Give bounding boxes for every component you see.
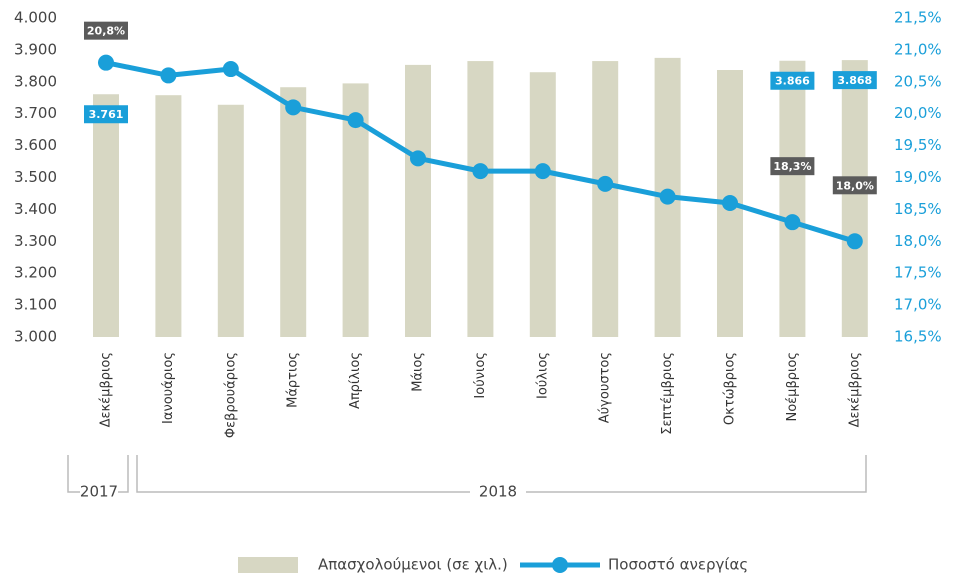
line-value-label-bg <box>770 157 815 176</box>
y2-tick-label: 21,5% <box>894 9 942 27</box>
y-tick-label: 4.000 <box>14 9 57 27</box>
point <box>160 67 177 84</box>
y-tick-label: 3.800 <box>14 72 57 90</box>
bar-value-label-bg <box>770 71 815 90</box>
y2-tick-label: 20,0% <box>894 104 942 122</box>
bar <box>467 61 494 337</box>
line-value-label-bg <box>84 21 128 40</box>
x-tick-label: Αύγουστος <box>598 352 613 423</box>
point <box>222 61 239 78</box>
bar <box>529 72 556 337</box>
year-label: 2018 <box>479 483 517 501</box>
point <box>597 175 614 192</box>
y2-tick-label: 20,5% <box>894 72 942 90</box>
line-value-label: 18,3% <box>773 160 811 173</box>
point <box>659 188 676 205</box>
bar-value-label-bg <box>832 71 877 90</box>
y-tick-label: 3.600 <box>14 136 57 154</box>
legend-label: Απασχολούμενοι (σε χιλ.) <box>318 556 508 574</box>
x-tick-label: Σεπτέμβριος <box>660 352 675 435</box>
y2-tick-label: 19,5% <box>894 136 942 154</box>
y-tick-label: 3.700 <box>14 104 57 122</box>
bar <box>779 60 806 337</box>
bar-value-label: 3.868 <box>837 74 872 87</box>
y2-tick-label: 21,0% <box>894 40 942 58</box>
point <box>846 233 863 250</box>
point <box>347 112 364 129</box>
legend-swatch <box>552 557 568 573</box>
x-tick-label: Φεβρουάριος <box>223 352 238 438</box>
bar <box>93 94 119 337</box>
x-tick-label: Ιούνιος <box>473 352 488 399</box>
point <box>534 163 551 180</box>
year-bracket <box>136 455 867 493</box>
x-tick-label: Νοέμβριος <box>785 352 800 422</box>
y2-tick-label: 17,0% <box>894 296 942 314</box>
point <box>285 99 302 116</box>
y-tick-label: 3.000 <box>14 328 57 346</box>
point <box>410 150 426 167</box>
line-value-label-bg <box>832 176 877 195</box>
line-value-label: 20,8% <box>87 25 125 38</box>
bar <box>280 87 307 338</box>
y2-tick-label: 18,0% <box>894 232 942 250</box>
point <box>98 54 114 71</box>
y2-tick-label: 16,5% <box>894 328 942 346</box>
x-tick-label: Μάρτιος <box>286 352 301 408</box>
bar-value-label: 3.761 <box>89 108 124 121</box>
legend-swatch <box>238 557 298 573</box>
year-label: 2017 <box>80 483 118 501</box>
bar <box>155 95 182 337</box>
y-tick-label: 3.100 <box>14 296 57 314</box>
x-tick-label: Ιούλιος <box>535 352 550 399</box>
bar-value-label-bg <box>84 105 128 124</box>
x-tick-label: Δεκέμβριος <box>99 352 114 427</box>
x-tick-label: Μάιος <box>411 352 426 392</box>
line-value-label: 18,0% <box>836 179 874 192</box>
y-tick-label: 3.500 <box>14 168 57 186</box>
year-bracket <box>67 455 129 493</box>
x-tick-label: Ιανουάριος <box>161 352 176 424</box>
point <box>722 195 738 212</box>
x-tick-label: Οκτώβριος <box>723 352 738 425</box>
y2-tick-label: 19,0% <box>894 168 942 186</box>
bar <box>217 104 244 337</box>
y-tick-label: 3.300 <box>14 232 57 250</box>
y2-tick-label: 18,5% <box>894 200 942 218</box>
x-tick-label: Δεκέμβριος <box>847 352 862 427</box>
y2-tick-label: 17,5% <box>894 264 942 282</box>
bar <box>405 64 431 337</box>
legend-label: Ποσοστό ανεργίας <box>608 556 748 574</box>
bar <box>841 60 868 337</box>
bar <box>592 61 619 337</box>
point <box>472 163 489 180</box>
bar-value-label: 3.866 <box>775 75 810 88</box>
y-tick-label: 3.200 <box>14 264 57 282</box>
y-tick-label: 3.900 <box>14 40 57 58</box>
y-tick-label: 3.400 <box>14 200 57 218</box>
x-tick-label: Απρίλιος <box>348 352 363 409</box>
point <box>784 214 801 231</box>
